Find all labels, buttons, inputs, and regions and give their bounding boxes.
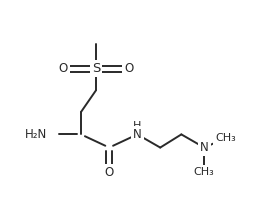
Text: CH₃: CH₃	[215, 133, 236, 143]
Text: N: N	[200, 141, 209, 154]
Text: S: S	[92, 62, 100, 75]
Text: CH₃: CH₃	[194, 167, 215, 177]
Text: H: H	[133, 121, 142, 131]
Text: O: O	[124, 62, 133, 75]
Text: N: N	[133, 128, 142, 141]
Text: O: O	[59, 62, 68, 75]
Text: H₂N: H₂N	[25, 128, 48, 141]
Text: O: O	[105, 166, 114, 179]
